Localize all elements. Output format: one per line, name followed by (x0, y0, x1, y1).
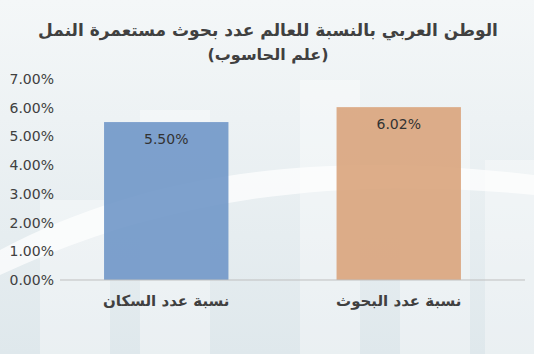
y-tick-label: 0.00% (10, 272, 54, 288)
chart: الوطن العربي بالنسبة للعالم عدد بحوث مست… (0, 0, 534, 354)
y-tick-label: 7.00% (10, 71, 54, 87)
bar (104, 122, 228, 280)
y-tick-label: 4.00% (10, 157, 54, 173)
data-label: 6.02% (377, 116, 421, 132)
background (0, 0, 534, 354)
title: الوطن العربي بالنسبة للعالم عدد بحوث مست… (38, 20, 498, 41)
x-tick-label: نسبة عدد البحوث (336, 292, 461, 310)
bar (337, 107, 461, 280)
subtitle: (علم الحاسوب) (207, 45, 328, 64)
x-tick-label: نسبة عدد السكان (103, 292, 229, 310)
y-tick-label: 6.00% (10, 100, 54, 116)
data-label: 5.50% (144, 131, 188, 147)
x-axis (60, 280, 525, 281)
y-tick-label: 2.00% (10, 215, 54, 231)
bars (104, 107, 461, 280)
y-tick-label: 5.00% (10, 128, 54, 144)
y-tick-label: 1.00% (10, 243, 54, 259)
y-tick-label: 3.00% (10, 186, 54, 202)
